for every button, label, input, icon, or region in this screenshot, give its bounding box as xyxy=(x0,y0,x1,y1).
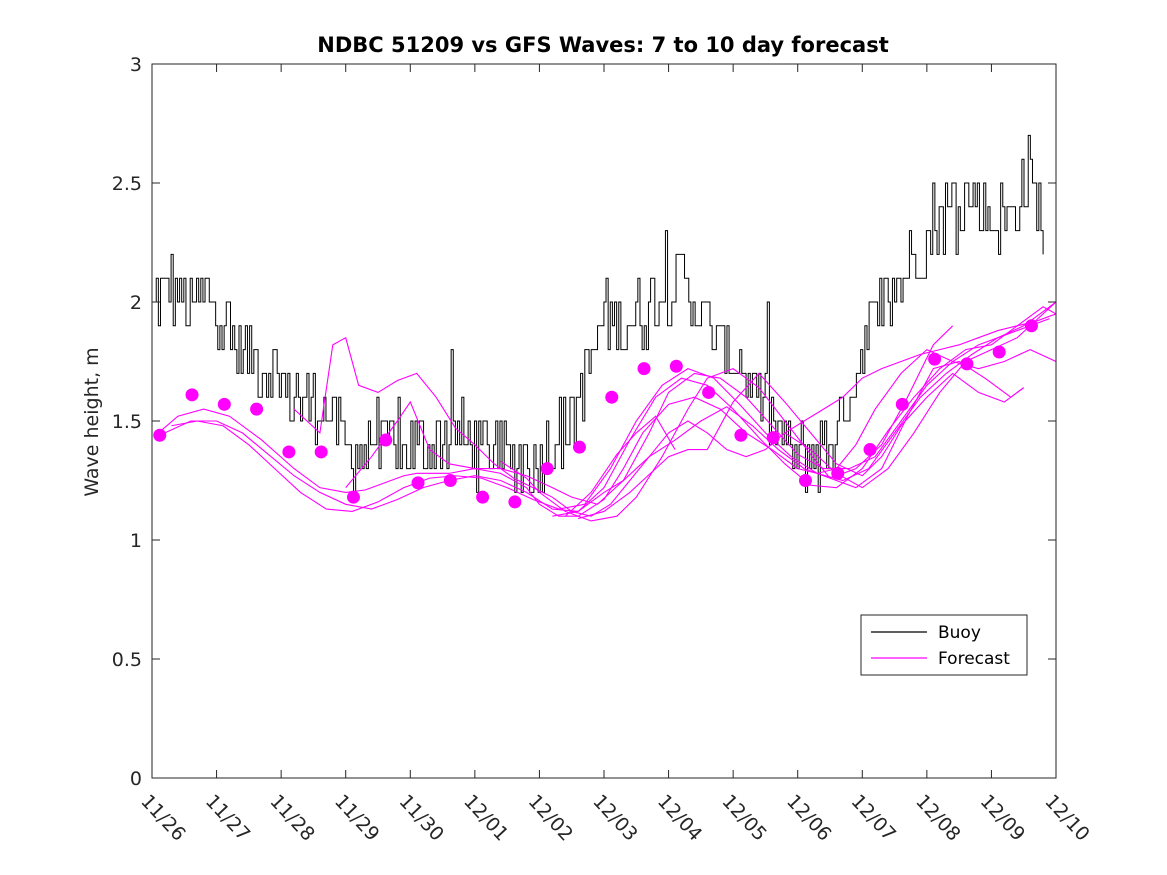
forecast-series-line-9 xyxy=(564,415,676,517)
forecast-point xyxy=(863,443,877,457)
y-tick-label: 1.5 xyxy=(112,411,142,433)
forecast-point xyxy=(540,462,554,476)
forecast-point xyxy=(379,433,393,447)
buoy-series-line xyxy=(152,134,1044,493)
forecast-point xyxy=(346,490,360,504)
forecast-point xyxy=(605,390,619,404)
forecast-point xyxy=(734,428,748,442)
legend-label-forecast: Forecast xyxy=(938,649,1010,669)
forecast-point xyxy=(960,357,974,371)
forecast-series-line-4 xyxy=(293,313,1056,517)
forecast-point xyxy=(572,440,586,454)
forecast-point xyxy=(1024,319,1038,333)
y-tick-label: 2.5 xyxy=(112,173,142,195)
forecast-point xyxy=(443,474,457,487)
forecast-point xyxy=(766,431,780,445)
forecast-point xyxy=(928,352,942,366)
forecast-point xyxy=(831,466,845,480)
legend: Buoy Forecast xyxy=(860,614,1028,676)
forecast-point xyxy=(314,445,328,459)
y-tick-label: 1 xyxy=(130,530,142,552)
forecast-point xyxy=(476,490,490,504)
forecast-point xyxy=(992,345,1006,359)
forecast-series-line-8 xyxy=(578,372,1025,520)
forecast-point xyxy=(669,359,683,373)
forecast-point xyxy=(637,362,651,376)
forecast-series-line-10 xyxy=(784,301,1056,489)
forecast-point xyxy=(411,476,425,490)
forecast-point xyxy=(508,495,522,509)
y-tick-label: 0.5 xyxy=(112,649,142,671)
forecast-point xyxy=(282,445,296,459)
forecast-point xyxy=(185,388,199,402)
forecast-point xyxy=(250,402,264,416)
y-axis-label: Wave height, m xyxy=(81,347,103,496)
forecast-series-line-7 xyxy=(552,325,954,517)
forecast-series-line-2 xyxy=(164,306,1056,513)
forecast-point xyxy=(702,385,716,399)
y-tick-label: 2 xyxy=(130,292,142,314)
chart-title: NDBC 51209 vs GFS Waves: 7 to 10 day for… xyxy=(317,33,888,57)
y-tick-label: 3 xyxy=(130,54,142,76)
legend-label-buoy: Buoy xyxy=(938,623,981,643)
forecast-point xyxy=(153,428,167,442)
plot-content xyxy=(152,134,1056,522)
forecast-series-line-1 xyxy=(158,348,1056,517)
forecast-point xyxy=(798,474,812,487)
forecast-point xyxy=(217,397,231,411)
forecast-point xyxy=(895,397,909,411)
y-tick-label: 0 xyxy=(130,768,142,790)
legend-box xyxy=(860,614,1028,676)
forecast-series-line-5 xyxy=(345,318,1050,505)
forecast-series-line-3 xyxy=(171,301,1056,512)
